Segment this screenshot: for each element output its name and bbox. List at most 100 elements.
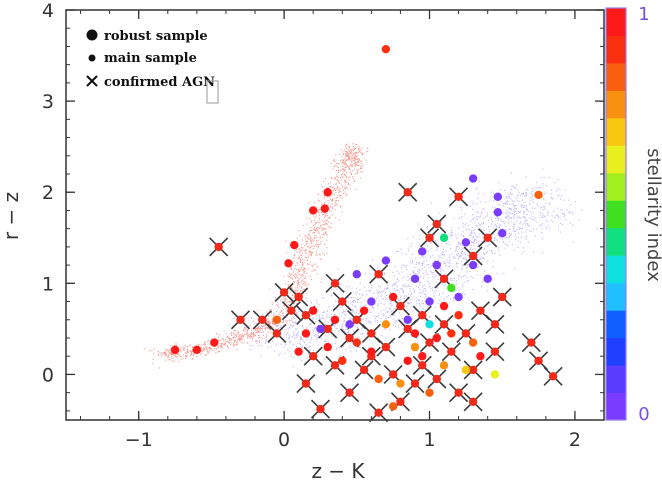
cloud-dot — [281, 312, 283, 314]
cloud-dot — [358, 149, 360, 151]
cloud-dot — [279, 311, 281, 313]
cloud-dot — [313, 317, 315, 319]
cloud-dot — [323, 223, 325, 225]
cloud-dot — [523, 250, 525, 253]
cloud-dot — [310, 278, 312, 281]
cloud-dot — [319, 258, 321, 260]
cloud-dot — [474, 234, 476, 236]
cloud-dot — [325, 252, 328, 254]
cloud-dot — [280, 310, 283, 312]
cloud-dot — [326, 220, 328, 222]
agn-dot — [447, 347, 456, 356]
cloud-dot — [380, 303, 382, 305]
cloud-dot — [233, 332, 235, 334]
cloud-dot — [440, 268, 442, 270]
cloud-dot — [357, 160, 359, 162]
cloud-dot — [462, 283, 464, 285]
cloud-dot — [503, 220, 505, 222]
cloud-dot — [289, 341, 291, 343]
cloud-dot — [429, 285, 431, 288]
cloud-dot — [311, 318, 313, 320]
cloud-dot — [225, 342, 227, 344]
cloud-dot — [540, 177, 542, 179]
cloud-dot — [284, 352, 286, 354]
cloud-dot — [297, 272, 299, 274]
cloud-dot — [290, 319, 292, 321]
cloud-dot — [306, 272, 308, 275]
cloud-dot — [349, 307, 351, 309]
cloud-dot — [246, 331, 248, 333]
cloud-dot — [293, 305, 295, 307]
cloud-dot — [371, 305, 373, 307]
cloud-dot — [351, 148, 353, 150]
cloud-dot — [510, 198, 512, 200]
agn-dot — [418, 311, 427, 320]
cloud-dot — [172, 353, 174, 356]
cloud-dot — [327, 317, 329, 319]
cloud-dot — [325, 214, 327, 217]
cloud-dot — [307, 263, 309, 265]
cloud-dot — [354, 155, 356, 157]
cloud-dot — [249, 333, 251, 335]
cloud-dot — [543, 206, 545, 208]
sample-dot — [290, 240, 299, 250]
cloud-dot — [243, 341, 245, 343]
cloud-dot — [282, 321, 284, 323]
cloud-dot — [164, 352, 166, 354]
cloud-dot — [487, 260, 489, 262]
cloud-dot — [353, 147, 355, 149]
cloud-dot — [208, 348, 210, 350]
cloud-dot — [466, 280, 468, 282]
cloud-dot — [467, 266, 469, 268]
cloud-dot — [456, 237, 458, 239]
cloud-dot — [353, 180, 355, 182]
cloud-dot — [513, 185, 515, 187]
cloud-dot — [483, 221, 485, 223]
cloud-dot — [343, 158, 345, 160]
cloud-dot — [369, 320, 371, 322]
cloud-dot — [506, 243, 508, 245]
cloud-dot — [300, 287, 303, 289]
cloud-dot — [350, 160, 352, 162]
cloud-dot — [264, 328, 266, 330]
cloud-dot — [317, 337, 319, 339]
cloud-dot — [321, 230, 323, 232]
cloud-dot — [477, 197, 479, 200]
cloud-dot — [398, 300, 400, 302]
cloud-dot — [227, 347, 229, 349]
cloud-dot — [465, 253, 467, 255]
cloud-dot — [233, 340, 235, 342]
cloud-dot — [517, 246, 519, 248]
cloud-dot — [502, 241, 505, 243]
cloud-dot — [553, 210, 555, 212]
cloud-dot — [545, 227, 548, 229]
cloud-dot — [505, 203, 507, 205]
cloud-dot — [422, 291, 424, 293]
cloud-dot — [342, 186, 344, 188]
cloud-dot — [418, 261, 420, 264]
cloud-dot — [324, 220, 326, 222]
cloud-dot — [310, 323, 312, 325]
cloud-dot — [544, 215, 546, 217]
cloud-dot — [296, 292, 298, 294]
cloud-dot — [422, 277, 425, 279]
cloud-dot — [353, 148, 356, 150]
cloud-dot — [479, 258, 481, 260]
cloud-dot — [206, 347, 208, 349]
cloud-dot — [340, 173, 342, 176]
cloud-dot — [316, 314, 318, 316]
cloud-dot — [329, 202, 331, 204]
cloud-dot — [294, 318, 296, 320]
cloud-dot — [348, 157, 350, 159]
cloud-dot — [192, 355, 194, 357]
cloud-dot — [519, 211, 521, 213]
cloud-dot — [236, 334, 238, 336]
cloud-dot — [343, 329, 345, 331]
cloud-dot — [192, 358, 194, 360]
cloud-dot — [487, 251, 489, 253]
cloud-dot — [334, 177, 336, 179]
cloud-dot — [355, 163, 357, 165]
agn-dot — [316, 404, 325, 414]
cloud-dot — [350, 156, 352, 158]
cloud-dot — [205, 354, 207, 356]
